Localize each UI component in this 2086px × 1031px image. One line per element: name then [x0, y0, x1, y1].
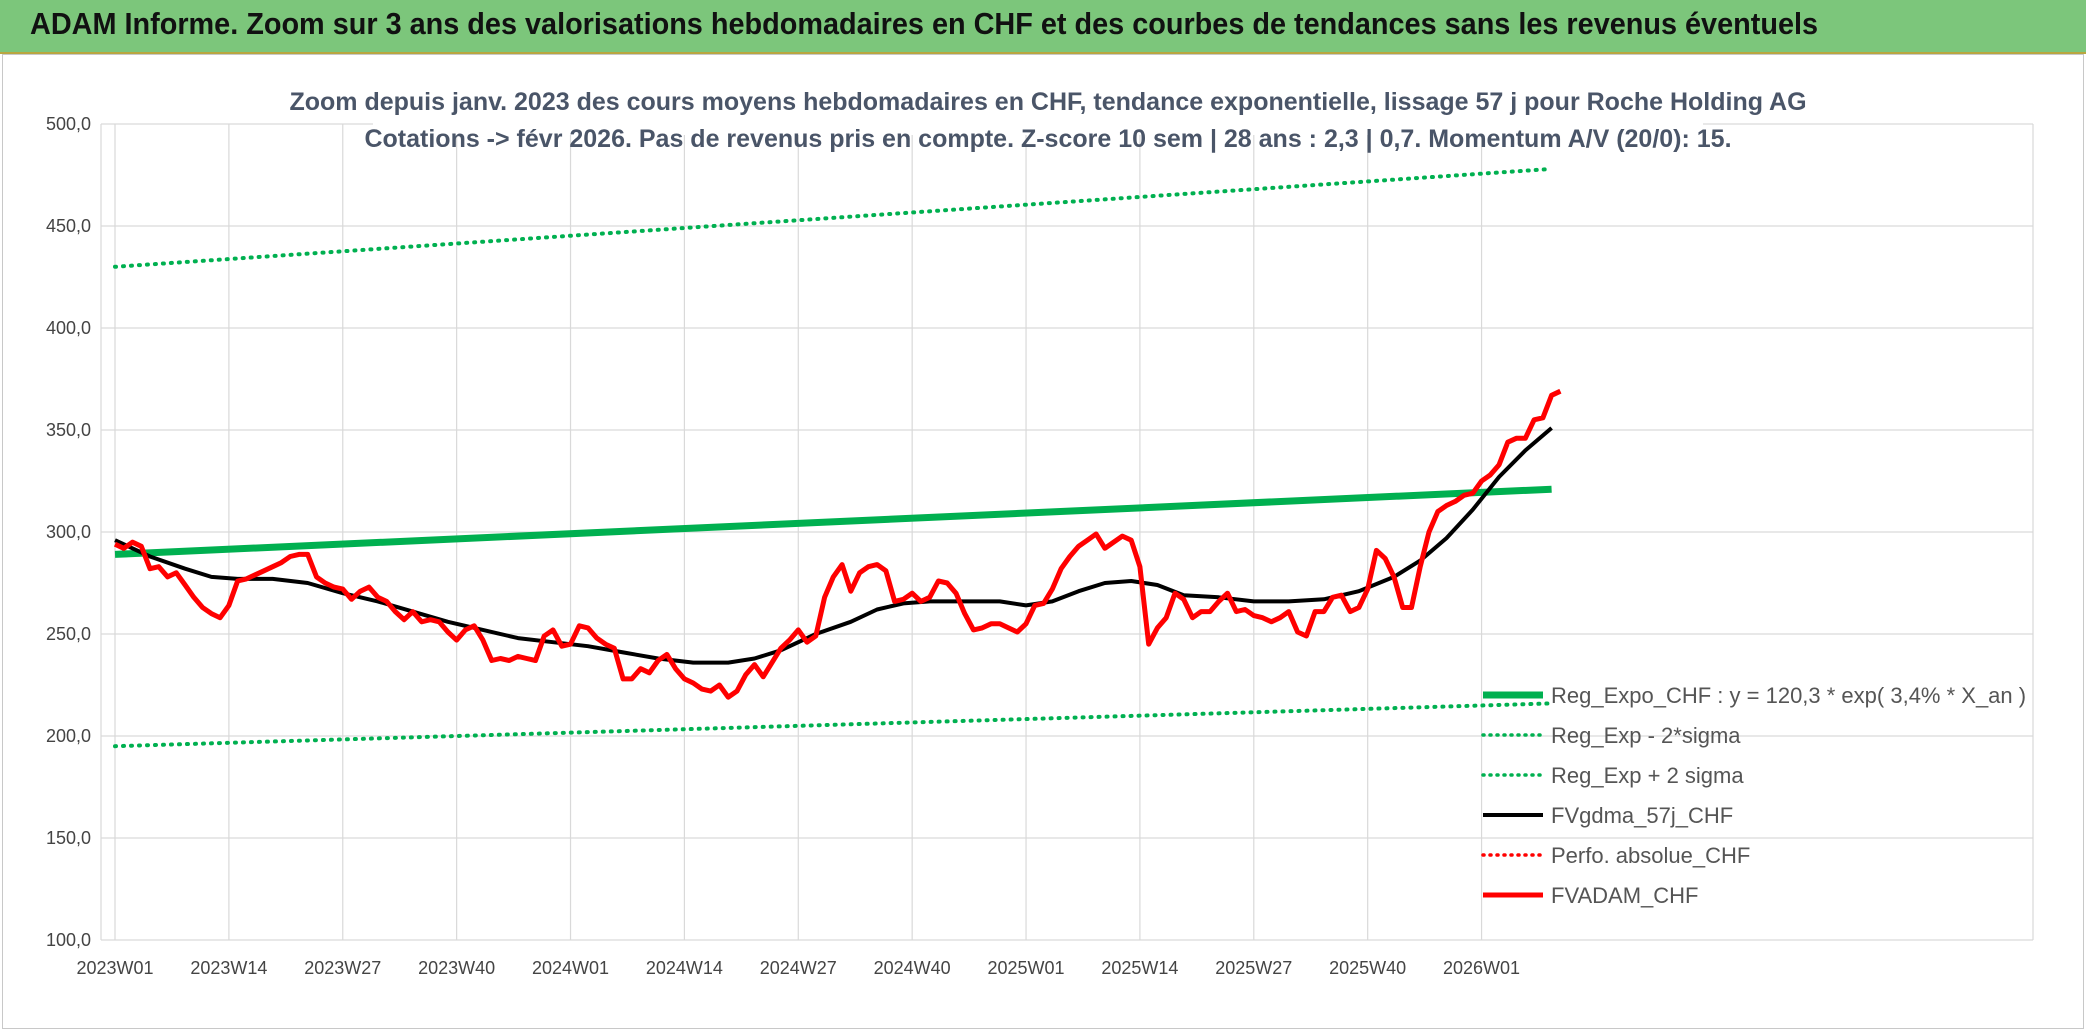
x-tick-label: 2025W40	[1329, 958, 1406, 978]
x-tick-label: 2023W40	[418, 958, 495, 978]
series-line-5	[113, 388, 1562, 700]
x-tick-label: 2025W01	[988, 958, 1065, 978]
legend-label: FVADAM_CHF	[1551, 883, 1699, 908]
legend-label: Perfo. absolue_CHF	[1551, 843, 1750, 868]
report-title: ADAM Informe. Zoom sur 3 ans des valoris…	[30, 6, 1819, 41]
chart-legend: Reg_Expo_CHF : y = 120,3 * exp( 3,4% * X…	[1481, 683, 2026, 908]
chart-frame: 100,0 150,0 200,0 250,0 300,0 350,0 400,0 450,0…	[2, 54, 2084, 1029]
x-tick-label: 2024W01	[532, 958, 609, 978]
legend-label: Reg_Expo_CHF : y = 120,3 * exp( 3,4% * X…	[1551, 683, 2026, 708]
x-tick-label: 2026W01	[1443, 958, 1520, 978]
x-tick-label: 2025W27	[1215, 958, 1292, 978]
x-tick-label: 2023W14	[190, 958, 267, 978]
x-tick-label: 2024W27	[760, 958, 837, 978]
report-header: ADAM Informe. Zoom sur 3 ans des valoris…	[0, 0, 2086, 54]
y-tick-label: 350,0	[46, 420, 91, 440]
legend-label: FVgdma_57j_CHF	[1551, 803, 1733, 828]
series-line-0	[114, 485, 1552, 558]
y-axis-ticks: 100,0 150,0 200,0 250,0 300,0 350,0 400,0 450,0…	[46, 114, 91, 950]
subtitle-bg-2	[373, 99, 1703, 135]
y-tick-label: 450,0	[46, 216, 91, 236]
y-tick-label: 300,0	[46, 522, 91, 542]
series-line-1	[113, 701, 1554, 749]
x-axis-ticks: 2023W01 2023W14 2023W27 2023W40 2024W01 2024W…	[76, 958, 1520, 978]
chart-title-line-1: Zoom depuis janv. 2023 des cours moyens …	[289, 88, 1806, 116]
gridlines	[100, 123, 2034, 941]
chart-series	[113, 166, 1562, 749]
series-line-2	[113, 166, 1554, 269]
x-tick-label: 2023W27	[304, 958, 381, 978]
y-tick-label: 150,0	[46, 828, 91, 848]
y-tick-label: 400,0	[46, 318, 91, 338]
legend-label: Reg_Exp - 2*sigma	[1551, 723, 1741, 748]
y-tick-label: 500,0	[46, 114, 91, 134]
line-chart: 100,0 150,0 200,0 250,0 300,0 350,0 400,0 450,0…	[46, 65, 2034, 978]
legend-label: Reg_Exp + 2 sigma	[1551, 763, 1744, 788]
x-tick-label: 2025W14	[1101, 958, 1178, 978]
x-tick-label: 2024W40	[874, 958, 951, 978]
x-tick-label: 2024W14	[646, 958, 723, 978]
y-tick-label: 250,0	[46, 624, 91, 644]
y-tick-label: 200,0	[46, 726, 91, 746]
y-tick-label: 100,0	[46, 930, 91, 950]
chart-title-line-2: Cotations -> févr 2026. Pas de revenus p…	[364, 125, 1731, 153]
x-tick-label: 2023W01	[76, 958, 153, 978]
subtitle-bg-1	[328, 65, 1748, 103]
